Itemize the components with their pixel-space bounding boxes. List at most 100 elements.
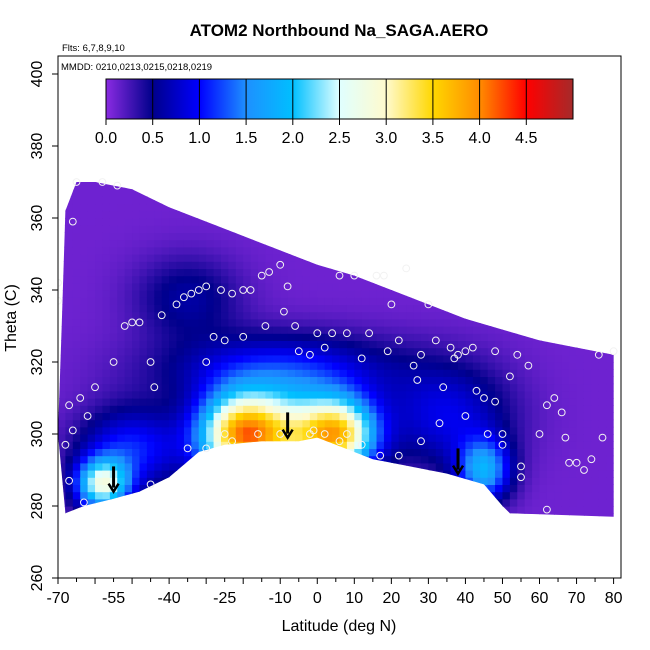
sample-point bbox=[557, 408, 566, 417]
field-cell bbox=[243, 282, 252, 291]
field-cell bbox=[376, 326, 385, 334]
field-cell bbox=[117, 297, 126, 305]
field-cell bbox=[576, 491, 585, 500]
field-cell bbox=[95, 232, 104, 241]
field-cell bbox=[495, 434, 504, 442]
field-cell bbox=[169, 426, 178, 435]
field-cell bbox=[420, 347, 429, 356]
field-cell bbox=[132, 282, 141, 291]
field-cell bbox=[280, 297, 289, 305]
field-cell bbox=[539, 448, 548, 457]
sample-point bbox=[280, 307, 288, 316]
field-cell bbox=[391, 369, 400, 377]
field-cell bbox=[517, 419, 526, 428]
field-cell bbox=[213, 318, 222, 327]
field-cell bbox=[124, 383, 133, 392]
field-cell bbox=[117, 419, 126, 428]
field-cell bbox=[583, 419, 592, 428]
field-cell bbox=[176, 383, 185, 392]
field-cell bbox=[302, 354, 311, 363]
field-cell bbox=[117, 210, 126, 219]
field-cell bbox=[176, 333, 185, 341]
field-cell bbox=[154, 318, 163, 327]
field-cell bbox=[139, 448, 148, 457]
sample-point bbox=[65, 401, 73, 410]
field-cell bbox=[524, 354, 533, 363]
field-cell bbox=[361, 369, 370, 377]
field-cell bbox=[302, 275, 311, 284]
field-cell bbox=[376, 311, 385, 320]
field-cell bbox=[413, 333, 422, 341]
field-cell bbox=[413, 441, 422, 449]
field-cell bbox=[369, 282, 378, 291]
field-cell bbox=[102, 376, 111, 385]
field-cell bbox=[139, 340, 148, 349]
field-cell bbox=[265, 383, 274, 392]
field-cell bbox=[532, 462, 541, 471]
field-cell bbox=[369, 369, 378, 377]
sample-point bbox=[65, 476, 73, 485]
field-cell bbox=[87, 182, 96, 183]
field-cell bbox=[265, 282, 274, 291]
field-cell bbox=[139, 376, 148, 385]
colorbar-tick-label: 2.0 bbox=[282, 130, 304, 147]
field-cell bbox=[95, 203, 104, 212]
field-cell bbox=[480, 455, 489, 464]
field-cell bbox=[250, 311, 259, 320]
field-cell bbox=[369, 354, 378, 363]
field-cell bbox=[198, 318, 207, 327]
field-cell bbox=[243, 412, 252, 421]
field-cell bbox=[428, 376, 437, 385]
field-cell bbox=[265, 362, 274, 370]
field-cell bbox=[161, 369, 170, 377]
field-cell bbox=[102, 275, 111, 284]
sample-point bbox=[68, 426, 77, 435]
field-cell bbox=[243, 304, 252, 313]
field-cell bbox=[472, 362, 481, 370]
field-cell bbox=[450, 448, 459, 457]
field-cell bbox=[383, 383, 392, 392]
field-cell bbox=[472, 326, 481, 334]
field-cell bbox=[72, 347, 81, 356]
field-cell bbox=[154, 268, 163, 277]
field-cell bbox=[161, 304, 170, 313]
field-cell bbox=[509, 426, 518, 435]
field-cell bbox=[117, 354, 126, 363]
field-cell bbox=[532, 498, 541, 507]
field-cell bbox=[183, 232, 192, 241]
field-cell bbox=[509, 498, 518, 507]
field-cell bbox=[161, 297, 170, 305]
field-cell bbox=[435, 347, 444, 356]
field-cell bbox=[524, 448, 533, 457]
field-cell bbox=[613, 383, 614, 392]
field-cell bbox=[80, 333, 89, 341]
field-cell bbox=[258, 405, 267, 413]
field-cell bbox=[295, 398, 304, 406]
field-cell bbox=[198, 390, 207, 399]
field-cell bbox=[295, 426, 304, 435]
field-cell bbox=[554, 462, 563, 471]
field-cell bbox=[532, 426, 541, 435]
field-cell bbox=[206, 275, 215, 284]
field-cell bbox=[80, 347, 89, 356]
field-cell bbox=[450, 405, 459, 413]
field-cell bbox=[87, 354, 96, 363]
field-cell bbox=[80, 182, 89, 190]
field-cell bbox=[117, 203, 126, 212]
field-cell bbox=[480, 326, 489, 334]
sample-point bbox=[580, 466, 588, 474]
colorbar-tick-label: 1.0 bbox=[188, 130, 210, 147]
field-cell bbox=[132, 218, 141, 226]
field-cell bbox=[206, 405, 215, 413]
field-cell bbox=[465, 419, 474, 428]
field-cell bbox=[102, 354, 111, 363]
field-cell bbox=[295, 369, 304, 377]
field-cell bbox=[532, 376, 541, 385]
field-cell bbox=[176, 434, 185, 442]
field-cell bbox=[561, 390, 570, 399]
field-cell bbox=[132, 261, 141, 269]
field-cell bbox=[539, 398, 548, 406]
field-cell bbox=[339, 376, 348, 385]
field-cell bbox=[176, 326, 185, 334]
field-cell bbox=[598, 477, 607, 485]
